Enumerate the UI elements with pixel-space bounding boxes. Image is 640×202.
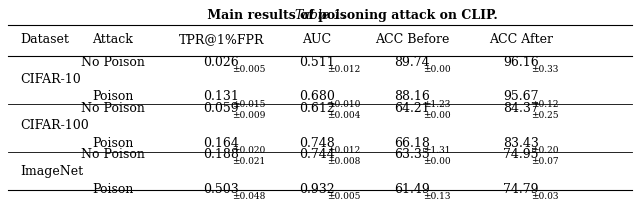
Text: ±0.005: ±0.005: [327, 192, 361, 201]
Text: CIFAR-100: CIFAR-100: [20, 119, 89, 132]
Text: ±0.048: ±0.048: [232, 192, 265, 201]
Text: ±0.004: ±0.004: [327, 111, 361, 120]
Text: ±0.25: ±0.25: [531, 111, 559, 120]
Text: 0.748: 0.748: [299, 137, 335, 149]
Text: 74.79: 74.79: [503, 183, 538, 196]
Text: ±0.009: ±0.009: [232, 111, 265, 120]
Text: 0.680: 0.680: [299, 90, 335, 103]
Text: 0.503: 0.503: [204, 183, 239, 196]
Text: ±0.005: ±0.005: [232, 65, 265, 74]
Text: CIFAR-10: CIFAR-10: [20, 73, 81, 86]
Text: ±0.021: ±0.021: [232, 157, 265, 166]
Text: 0.744: 0.744: [299, 148, 335, 161]
Text: 96.16: 96.16: [503, 56, 539, 69]
Text: ±0.00: ±0.00: [423, 111, 451, 120]
Text: ±0.03: ±0.03: [531, 192, 559, 201]
Text: ±0.12: ±0.12: [531, 100, 559, 109]
Text: 0.932: 0.932: [299, 183, 335, 196]
Text: 0.026: 0.026: [204, 56, 239, 69]
Text: Table 1.: Table 1.: [295, 9, 345, 22]
Text: Main results of poisoning attack on CLIP.: Main results of poisoning attack on CLIP…: [204, 9, 498, 22]
Text: 66.18: 66.18: [394, 137, 430, 149]
Text: No Poison: No Poison: [81, 56, 145, 69]
Text: ±0.012: ±0.012: [327, 146, 360, 155]
Text: ±1.23: ±1.23: [423, 100, 451, 109]
Text: ±0.20: ±0.20: [531, 146, 559, 155]
Text: Poison: Poison: [92, 183, 134, 196]
Text: ±0.00: ±0.00: [423, 65, 451, 74]
Text: 83.43: 83.43: [503, 137, 539, 149]
Text: Dataset: Dataset: [20, 33, 69, 46]
Text: 0.131: 0.131: [204, 90, 239, 103]
Text: ±0.015: ±0.015: [232, 100, 265, 109]
Text: ±0.00: ±0.00: [423, 157, 451, 166]
Text: ±0.020: ±0.020: [232, 146, 265, 155]
Text: ±0.33: ±0.33: [531, 65, 559, 74]
Text: 0.511: 0.511: [299, 56, 335, 69]
Text: TPR@1%FPR: TPR@1%FPR: [179, 33, 264, 46]
Text: 88.16: 88.16: [394, 90, 430, 103]
Text: 63.35: 63.35: [394, 148, 430, 161]
Text: Poison: Poison: [92, 137, 134, 149]
Text: 61.49: 61.49: [394, 183, 430, 196]
Text: 0.164: 0.164: [204, 137, 239, 149]
Text: 64.21: 64.21: [394, 102, 430, 115]
Text: 84.37: 84.37: [503, 102, 539, 115]
Text: 0.188: 0.188: [204, 148, 239, 161]
Text: 95.67: 95.67: [503, 90, 538, 103]
Text: Poison: Poison: [92, 90, 134, 103]
Text: 0.612: 0.612: [299, 102, 335, 115]
Text: ±0.008: ±0.008: [327, 157, 361, 166]
Text: ACC After: ACC After: [489, 33, 553, 46]
Text: Attack: Attack: [92, 33, 133, 46]
Text: 89.74: 89.74: [395, 56, 430, 69]
Text: ±1.31: ±1.31: [423, 146, 451, 155]
Text: 0.059: 0.059: [204, 102, 239, 115]
Text: ImageNet: ImageNet: [20, 165, 84, 178]
Text: ±0.010: ±0.010: [327, 100, 361, 109]
Text: ±0.07: ±0.07: [531, 157, 559, 166]
Text: No Poison: No Poison: [81, 148, 145, 161]
Text: AUC: AUC: [302, 33, 332, 46]
Text: 74.95: 74.95: [503, 148, 538, 161]
Text: ±0.13: ±0.13: [423, 192, 451, 201]
Text: ACC Before: ACC Before: [375, 33, 449, 46]
Text: ±0.012: ±0.012: [327, 65, 360, 74]
Text: No Poison: No Poison: [81, 102, 145, 115]
